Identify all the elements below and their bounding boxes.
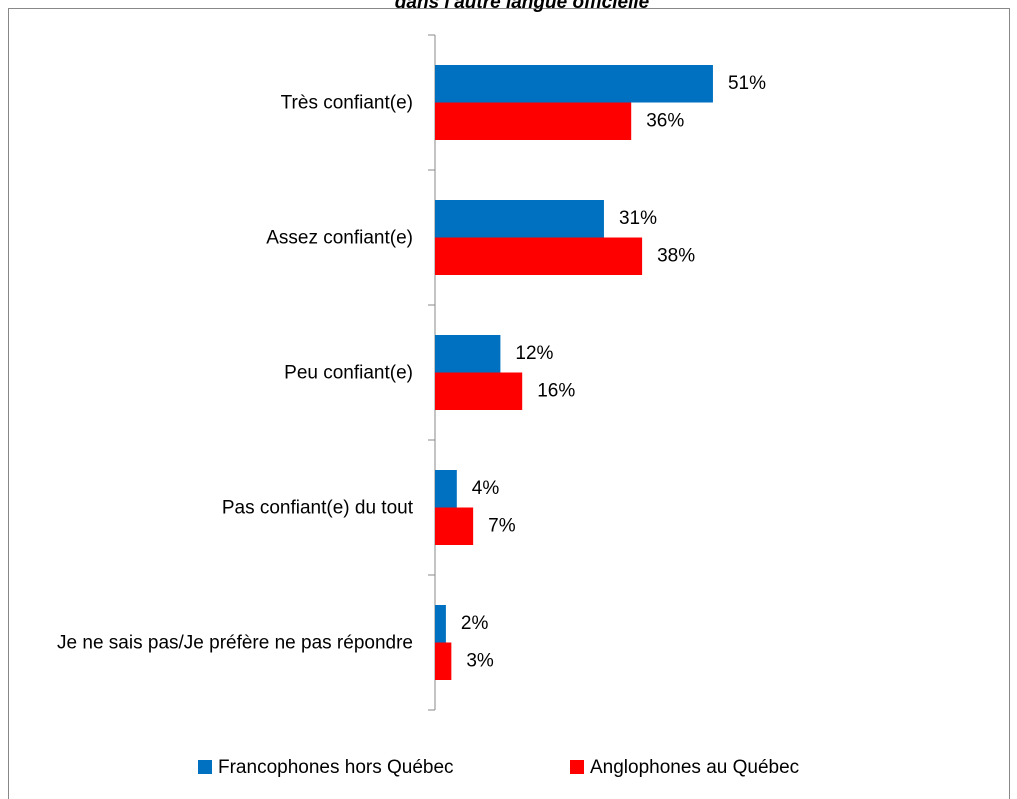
value-label: 51%	[728, 73, 766, 94]
bar	[435, 507, 474, 545]
legend-swatch	[198, 760, 212, 774]
category-label: Très confiant(e)	[280, 92, 413, 113]
category-label: Peu confiant(e)	[284, 362, 413, 383]
category-label: Je ne sais pas/Je préfère ne pas répondr…	[57, 632, 413, 653]
category-label: Assez confiant(e)	[266, 227, 413, 248]
bar	[435, 605, 446, 643]
category-label: Pas confiant(e) du tout	[221, 497, 413, 518]
bar	[435, 237, 643, 275]
legend-swatch	[570, 760, 584, 774]
value-label: 38%	[657, 245, 695, 266]
bar	[435, 65, 713, 103]
value-label: 3%	[466, 650, 494, 671]
bar	[435, 102, 632, 140]
value-label: 36%	[646, 110, 684, 131]
bar	[435, 372, 523, 410]
chart-frame	[8, 8, 1010, 799]
value-label: 31%	[619, 208, 657, 229]
legend-label: Francophones hors Québec	[218, 757, 454, 778]
chart-title: dans l'autre langue officielle	[395, 0, 650, 13]
bar	[435, 642, 452, 680]
bar	[435, 470, 457, 508]
value-label: 2%	[461, 613, 489, 634]
bar	[435, 335, 501, 373]
value-label: 4%	[472, 478, 500, 499]
value-label: 12%	[515, 343, 553, 364]
value-label: 16%	[537, 380, 575, 401]
value-label: 7%	[488, 515, 516, 536]
bar	[435, 200, 604, 238]
legend-label: Anglophones au Québec	[590, 757, 799, 778]
